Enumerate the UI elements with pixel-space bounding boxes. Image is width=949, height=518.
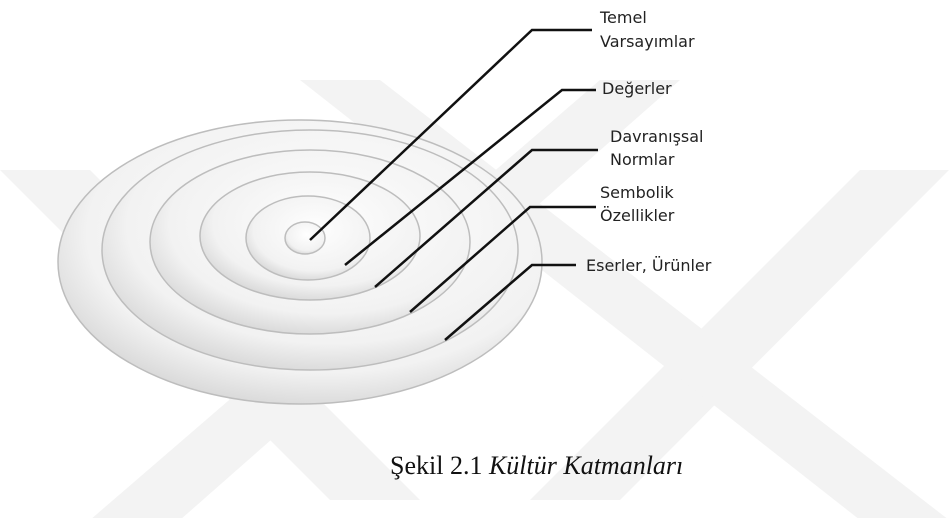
layer-label: Özellikler bbox=[600, 206, 675, 225]
page: {"layers": [ {"lines": ["Temel", "Varsay… bbox=[0, 0, 949, 518]
diagram: Temel Varsayımlar Değerler Davranışsal N… bbox=[0, 0, 949, 518]
disk-core bbox=[285, 222, 325, 254]
layer-label: Sembolik bbox=[600, 183, 674, 202]
layer-label: Temel bbox=[599, 8, 647, 27]
caption-label: Şekil 2.1 bbox=[390, 451, 482, 480]
caption: Şekil 2.1 Kültür Katmanları bbox=[390, 451, 683, 480]
layer-label: Varsayımlar bbox=[600, 32, 695, 51]
layer-label: Normlar bbox=[610, 150, 675, 169]
layer-disks bbox=[58, 120, 542, 404]
caption-title: Kültür Katmanları bbox=[488, 451, 683, 480]
layer-label: Değerler bbox=[602, 79, 672, 98]
layer-label: Eserler, Ürünler bbox=[586, 256, 712, 275]
layer-label: Davranışsal bbox=[610, 127, 703, 146]
